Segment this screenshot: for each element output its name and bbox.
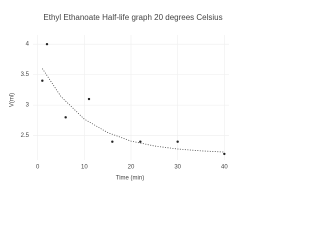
x-tick-label: 40 [221, 165, 228, 171]
data-point [111, 140, 114, 143]
chart: Ethyl Ethanoate Half-life graph 20 degre… [10, 13, 229, 182]
y-tick-label: 3.5 [21, 72, 30, 78]
x-tick-label: 20 [128, 165, 135, 171]
data-point [176, 140, 179, 143]
x-tick-label: 10 [81, 165, 88, 171]
data-point [87, 97, 91, 101]
x-tick-label: 30 [174, 165, 181, 171]
data-point [41, 79, 44, 82]
y-tick-label: 3 [26, 103, 30, 109]
y-tick-label: 4 [26, 42, 30, 48]
y-tick-label: 2.5 [21, 133, 30, 139]
x-axis-label: Time (min) [116, 176, 144, 182]
x-tick-label: 0 [36, 165, 40, 171]
data-point [64, 116, 67, 119]
data-point [223, 152, 226, 156]
chart-title: Ethyl Ethanoate Half-life graph 20 degre… [43, 13, 222, 22]
data-point [45, 42, 49, 46]
y-axis-label: V(ml) [10, 93, 16, 107]
data-point [139, 140, 142, 143]
trend-line [42, 68, 225, 153]
